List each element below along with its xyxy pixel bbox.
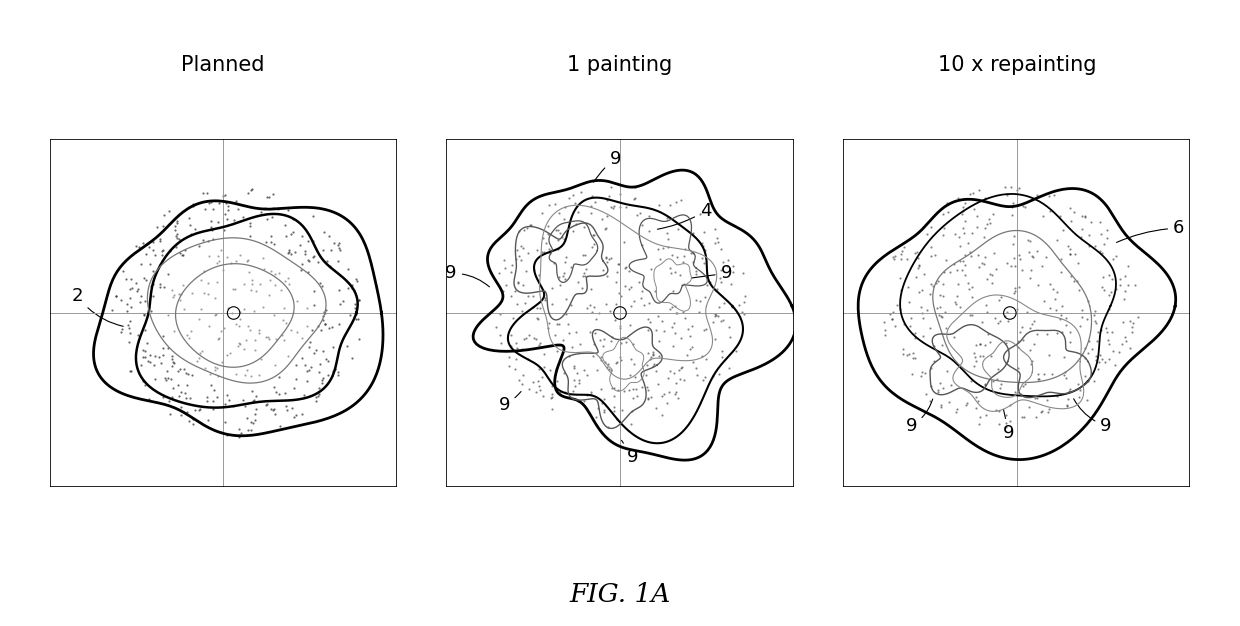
Text: 9: 9 [1074, 399, 1111, 435]
Text: 2: 2 [72, 287, 123, 326]
Text: 9: 9 [445, 264, 490, 287]
Text: 9: 9 [692, 264, 732, 282]
Text: 9: 9 [594, 150, 621, 182]
Text: Planned: Planned [181, 55, 265, 75]
Text: 6: 6 [1116, 219, 1184, 242]
Text: 9: 9 [498, 391, 521, 414]
Text: 4: 4 [657, 202, 712, 229]
Text: 9: 9 [621, 440, 639, 466]
Text: 9: 9 [905, 399, 932, 435]
Text: 9: 9 [1003, 409, 1014, 442]
Text: 1 painting: 1 painting [568, 55, 672, 75]
Text: FIG. 1A: FIG. 1A [569, 582, 671, 607]
Text: 10 x repainting: 10 x repainting [937, 55, 1096, 75]
